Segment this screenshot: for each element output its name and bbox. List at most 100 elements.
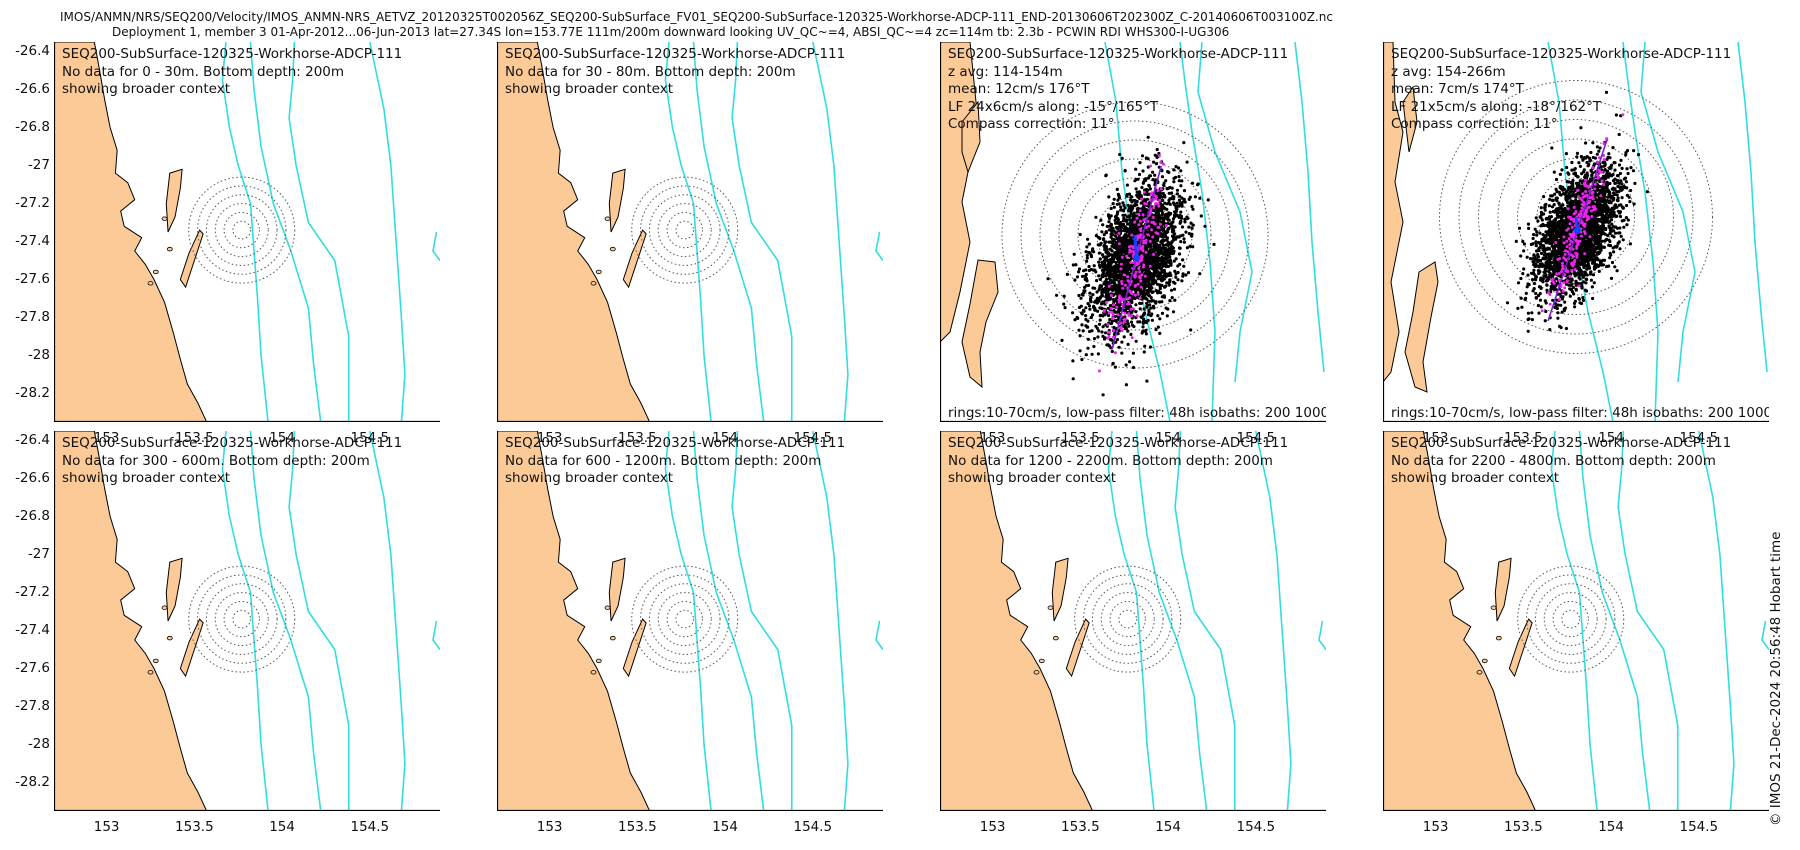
scatter-point — [1516, 281, 1521, 285]
scatter-point — [1149, 274, 1153, 279]
scatter-point — [1156, 289, 1161, 293]
scatter-point — [1541, 233, 1545, 237]
scatter-point — [1555, 196, 1559, 200]
scatter-point — [1095, 290, 1099, 294]
lowpass-point — [1138, 219, 1142, 223]
scatter-point — [1176, 278, 1180, 282]
scatter-point — [1101, 274, 1105, 278]
scatter-point — [1142, 208, 1146, 212]
scatter-point — [1077, 270, 1081, 274]
scatter-point — [1101, 325, 1105, 329]
scatter-point — [1574, 198, 1578, 202]
scatter-point — [1551, 298, 1555, 302]
lowpass-point — [1126, 297, 1130, 301]
scatter-point — [1546, 277, 1551, 281]
scatter-point — [1180, 225, 1185, 229]
scatter-point — [1585, 253, 1589, 257]
scatter-point — [1579, 126, 1583, 130]
scatter-point — [1098, 306, 1102, 310]
scatter-point — [1084, 268, 1088, 272]
scatter-point — [1534, 244, 1538, 248]
scatter-point — [1616, 199, 1620, 203]
scatter-point — [1107, 276, 1111, 280]
scatter-point — [1604, 90, 1609, 94]
scatter-point — [1108, 281, 1112, 285]
scatter-point — [1168, 278, 1172, 282]
scatter-point — [1073, 278, 1077, 282]
isobath-line — [249, 42, 322, 422]
scatter-point — [1608, 256, 1612, 260]
velocity-ring — [1458, 99, 1694, 335]
scatter-point — [1148, 345, 1153, 349]
scatter-point — [1568, 280, 1572, 284]
scatter-point — [1082, 309, 1086, 313]
scatter-point — [1191, 245, 1195, 249]
scatter-point — [1611, 146, 1615, 150]
scatter-point — [1145, 208, 1149, 212]
velocity-ring — [188, 176, 296, 284]
lowpass-point — [1152, 206, 1156, 210]
scatter-point — [1092, 337, 1097, 341]
scatter-point — [1181, 272, 1185, 276]
scatter-point — [1616, 178, 1620, 183]
scatter-point — [1595, 145, 1599, 149]
scatter-point — [1167, 280, 1171, 285]
scatter-point — [1108, 224, 1112, 228]
small-island — [590, 281, 597, 286]
scatter-point — [1190, 232, 1194, 236]
island — [622, 229, 647, 289]
scatter-point — [1531, 289, 1535, 293]
scatter-point — [1171, 310, 1176, 314]
scatter-point — [1166, 255, 1170, 259]
scatter-point — [1176, 166, 1181, 170]
lowpass-point — [1141, 213, 1145, 217]
scatter-point — [1081, 329, 1085, 333]
scatter-point — [1535, 233, 1539, 237]
scatter-point — [1174, 204, 1178, 208]
lowpass-point — [1144, 250, 1148, 254]
scatter-point — [1179, 234, 1183, 238]
scatter-point — [1160, 269, 1164, 273]
scatter-point — [1564, 196, 1568, 200]
scatter-point — [1154, 162, 1158, 166]
scatter-point — [1190, 181, 1195, 185]
scatter-point — [1164, 238, 1168, 242]
scatter-point — [1134, 303, 1138, 307]
scatter-point — [1134, 339, 1138, 343]
scatter-point — [1142, 311, 1147, 315]
scatter-point — [1143, 292, 1147, 297]
scatter-point — [1109, 206, 1113, 211]
scatter-point — [1100, 330, 1104, 334]
scatter-point — [1198, 272, 1202, 276]
annotation-line: LF 24x6cm/s along: -15°/165°T — [948, 98, 1159, 115]
scatter-point — [1178, 262, 1182, 266]
scatter-point — [1116, 198, 1120, 202]
scatter-point — [1078, 334, 1082, 338]
scatter-point — [1122, 235, 1126, 239]
scatter-point — [1141, 329, 1145, 333]
scatter-point — [1127, 324, 1131, 328]
scatter-point — [1080, 357, 1084, 362]
scatter-point — [1561, 203, 1565, 207]
scatter-point — [1143, 271, 1147, 275]
scatter-point — [1158, 287, 1162, 291]
scatter-point — [1519, 254, 1523, 258]
scatter-point — [1566, 187, 1570, 191]
scatter-point — [1148, 289, 1152, 293]
scatter-point — [1134, 187, 1138, 191]
scatter-point — [1098, 314, 1102, 318]
scatter-point — [1534, 296, 1538, 300]
scatter-point — [1121, 266, 1125, 270]
lowpass-point — [1120, 255, 1124, 259]
scatter-point — [1121, 224, 1125, 228]
scatter-point — [1550, 205, 1555, 209]
scatter-point — [1138, 161, 1142, 165]
lowpass-point — [1149, 164, 1152, 168]
scatter-point — [1170, 186, 1174, 190]
scatter-point — [1624, 180, 1628, 184]
scatter-point — [1107, 220, 1111, 224]
scatter-point — [1110, 319, 1114, 323]
scatter-point — [1084, 250, 1088, 254]
scatter-point — [1132, 204, 1137, 208]
scatter-point — [1619, 158, 1623, 162]
